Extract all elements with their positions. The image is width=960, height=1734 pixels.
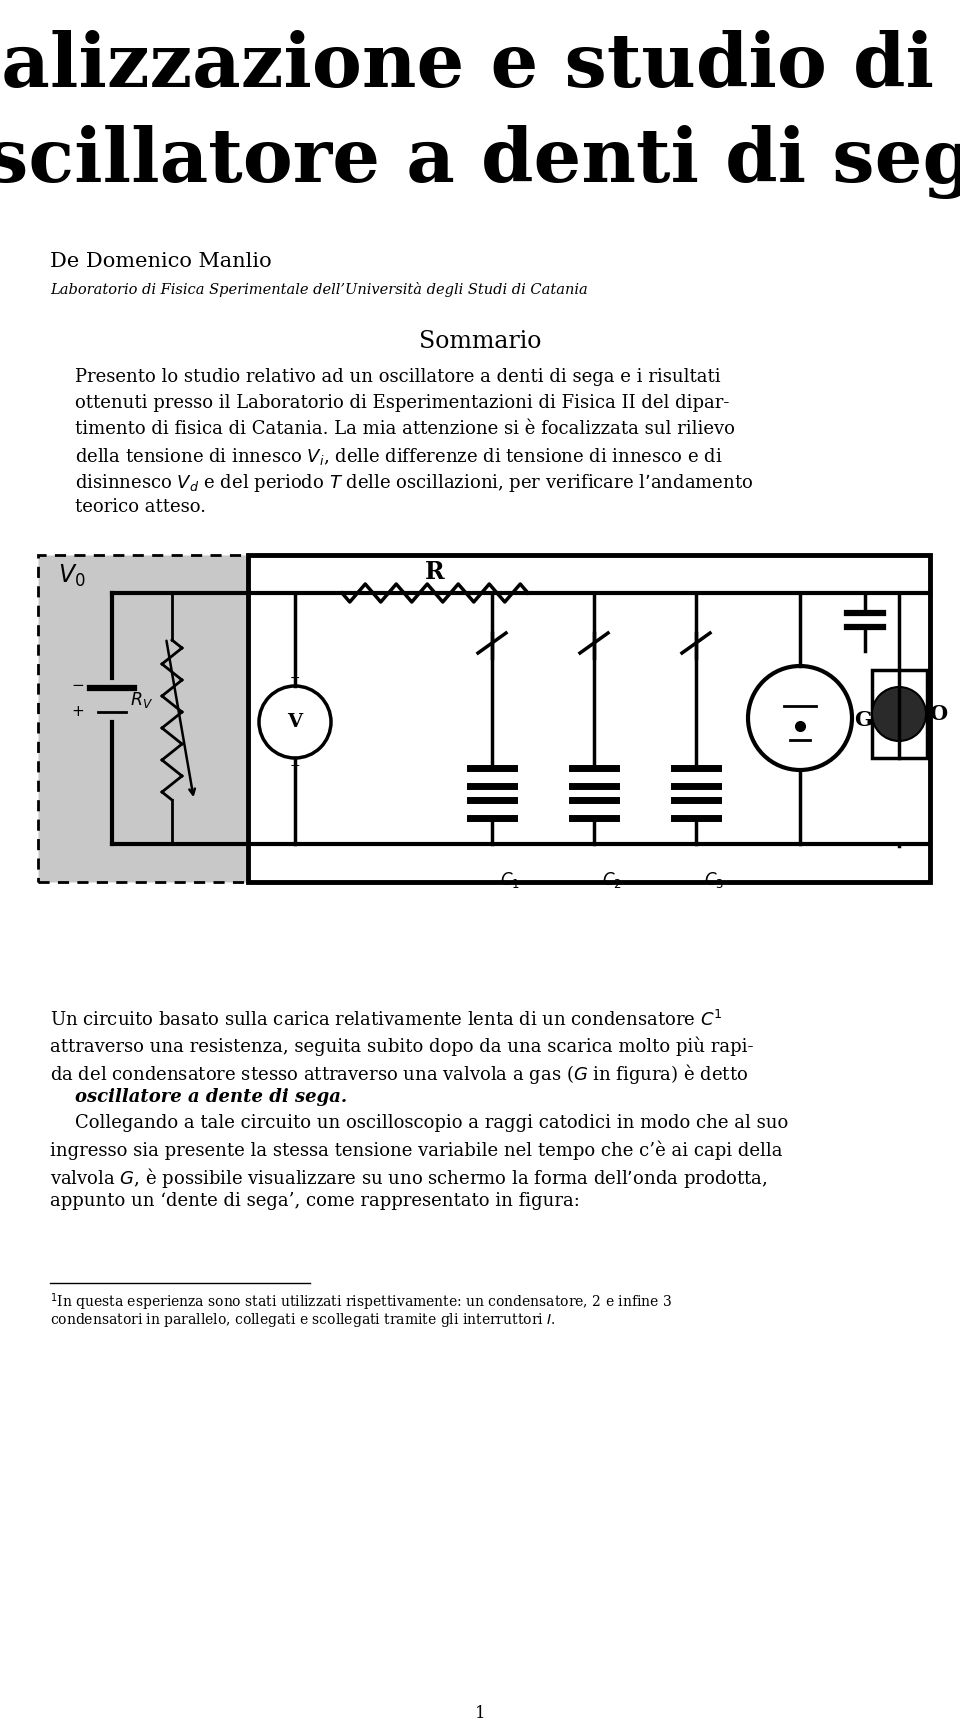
Text: da del condensatore stesso attraverso una valvola a gas ($G$ in figura) è detto: da del condensatore stesso attraverso un…: [50, 1061, 748, 1085]
Text: Realizzazione e studio di un: Realizzazione e studio di un: [0, 29, 960, 102]
Text: G: G: [854, 709, 872, 730]
Text: disinnesco $V_d$ e del periodo $T$ delle oscillazioni, per verificare l’andament: disinnesco $V_d$ e del periodo $T$ delle…: [75, 472, 754, 494]
Text: −: −: [71, 678, 84, 694]
Text: attraverso una resistenza, seguita subito dopo da una scarica molto più rapi-: attraverso una resistenza, seguita subit…: [50, 1035, 754, 1056]
FancyBboxPatch shape: [38, 555, 248, 883]
Text: condensatori in parallelo, collegati e scollegati tramite gli interruttori $I$.: condensatori in parallelo, collegati e s…: [50, 1311, 556, 1328]
Text: ingresso sia presente la stessa tensione variabile nel tempo che c’è ai capi del: ingresso sia presente la stessa tensione…: [50, 1139, 782, 1160]
Text: $V_0$: $V_0$: [58, 564, 85, 590]
Text: timento di fisica di Catania. La mia attenzione si è focalizzata sul rilievo: timento di fisica di Catania. La mia att…: [75, 420, 734, 439]
Text: De Domenico Manlio: De Domenico Manlio: [50, 251, 272, 271]
Text: Collegando a tale circuito un oscilloscopio a raggi catodici in modo che al suo: Collegando a tale circuito un oscillosco…: [75, 1113, 788, 1132]
Text: oscillatore a dente di sega.: oscillatore a dente di sega.: [75, 1087, 348, 1106]
Text: V: V: [287, 713, 302, 732]
Text: teorico atteso.: teorico atteso.: [75, 498, 206, 517]
Circle shape: [259, 687, 331, 758]
Text: valvola $G$, è possibile visualizzare su uno schermo la forma dell’onda prodotta: valvola $G$, è possibile visualizzare su…: [50, 1165, 768, 1190]
Text: +: +: [290, 759, 300, 772]
Text: $C_3$: $C_3$: [704, 870, 724, 890]
Text: ottenuti presso il Laboratorio di Esperimentazioni di Fisica II del dipar-: ottenuti presso il Laboratorio di Esperi…: [75, 394, 730, 413]
Text: Presento lo studio relativo ad un oscillatore a denti di sega e i risultati: Presento lo studio relativo ad un oscill…: [75, 368, 721, 387]
Text: R: R: [425, 560, 444, 584]
Text: 1: 1: [474, 1705, 486, 1722]
Bar: [248, 555, 930, 883]
Text: della tensione di innesco $V_i$, delle differenze di tensione di innesco e di: della tensione di innesco $V_i$, delle d…: [75, 446, 723, 466]
Circle shape: [872, 687, 926, 740]
Text: −: −: [290, 673, 300, 685]
Text: Un circuito basato sulla carica relativamente lenta di un condensatore $C^1$: Un circuito basato sulla carica relativa…: [50, 1009, 723, 1030]
Text: Laboratorio di Fisica Sperimentale dell’Università degli Studi di Catania: Laboratorio di Fisica Sperimentale dell’…: [50, 283, 588, 297]
Bar: [872, 669, 927, 758]
Text: Sommario: Sommario: [419, 329, 541, 354]
Text: $C_2$: $C_2$: [602, 870, 622, 890]
Text: $C_1$: $C_1$: [500, 870, 520, 890]
Text: appunto un ‘dente di sega’, come rappresentato in figura:: appunto un ‘dente di sega’, come rappres…: [50, 1191, 580, 1210]
Text: +: +: [71, 704, 84, 720]
Text: $R_V$: $R_V$: [130, 690, 153, 709]
Circle shape: [748, 666, 852, 770]
Text: oscillatore a denti di sega: oscillatore a denti di sega: [0, 125, 960, 199]
Text: $^1$In questa esperienza sono stati utilizzati rispettivamente: un condensatore,: $^1$In questa esperienza sono stati util…: [50, 1292, 672, 1313]
Text: O: O: [929, 704, 948, 725]
